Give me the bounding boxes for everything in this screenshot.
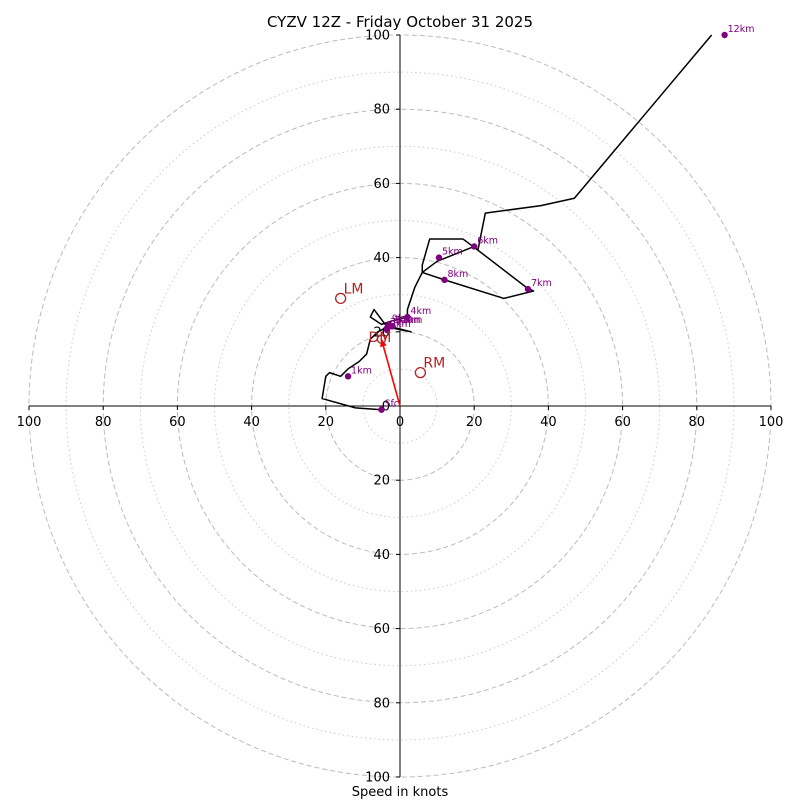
height-marker-label: 7km <box>531 278 552 289</box>
x-tick-label: 100 <box>17 415 42 430</box>
height-marker <box>389 323 396 330</box>
y-tick-label: 40 <box>373 548 390 563</box>
height-marker-label: Sfc <box>384 399 399 410</box>
height-marker <box>524 285 532 293</box>
height-marker-label: 3km <box>390 317 411 328</box>
hodograph-trace-group <box>321 34 713 411</box>
storm-motion-label: RM <box>423 356 445 372</box>
height-marker <box>378 406 385 413</box>
x-tick-label: 0 <box>396 415 404 430</box>
y-tick-label: 100 <box>365 29 390 44</box>
x-tick-label: 60 <box>169 415 186 430</box>
height-marker-label: 4km <box>410 306 431 317</box>
height-marker-label: 8km <box>448 269 469 280</box>
storm-motion-marker <box>414 366 427 379</box>
storm-motions: LM RM DM <box>334 281 445 379</box>
height-marker-label: 10km <box>394 315 421 326</box>
height-marker <box>404 313 411 321</box>
y-tick-label: 100 <box>365 771 390 786</box>
height-marker-label: 11km <box>396 315 423 326</box>
storm-motion-label: LM <box>344 281 364 297</box>
x-tick-label: 80 <box>95 415 112 430</box>
height-marker <box>435 254 443 261</box>
height-marker <box>471 243 478 250</box>
x-tick-label: 20 <box>466 415 483 430</box>
y-tick-label: 60 <box>373 622 390 637</box>
height-marker-label: 12km <box>728 24 755 35</box>
y-tick-label: 80 <box>373 696 390 711</box>
x-tick-label: 80 <box>689 415 706 430</box>
y-tick-label: 60 <box>373 177 390 192</box>
storm-motion-label: DM <box>368 330 391 346</box>
x-tick-label: 40 <box>540 415 557 430</box>
height-marker-label: 5km <box>442 247 463 258</box>
x-tick-label: 20 <box>318 415 335 430</box>
mean-wind-vector-group <box>380 339 401 407</box>
y-tick-label: 40 <box>373 251 390 266</box>
x-tick-label: 100 <box>759 415 784 430</box>
height-marker-label: 6km <box>477 235 498 246</box>
storm-motion-marker <box>376 334 387 344</box>
height-marker-label: 1km <box>351 365 372 376</box>
height-marker <box>344 373 352 380</box>
mean-wind-vector <box>380 339 401 407</box>
y-tick-label: 0 <box>382 400 390 415</box>
chart-title: CYZV 12Z - Friday October 31 2025 <box>267 13 533 31</box>
hodograph-trace <box>321 34 713 411</box>
height-marker <box>441 276 448 284</box>
x-tick-label: 60 <box>614 415 631 430</box>
y-tick-label: 80 <box>373 103 390 118</box>
y-tick-label: 20 <box>373 474 390 489</box>
height-marker <box>721 31 728 39</box>
height-marker-label: 2km <box>390 319 411 330</box>
x-axis-label: Speed in knots <box>352 785 449 800</box>
height-marker-label: 9km <box>392 313 413 324</box>
axis-ticks: 1001008080606040402020002020404060608080… <box>17 29 784 786</box>
storm-motion-marker <box>334 292 347 305</box>
x-tick-label: 40 <box>243 415 260 430</box>
